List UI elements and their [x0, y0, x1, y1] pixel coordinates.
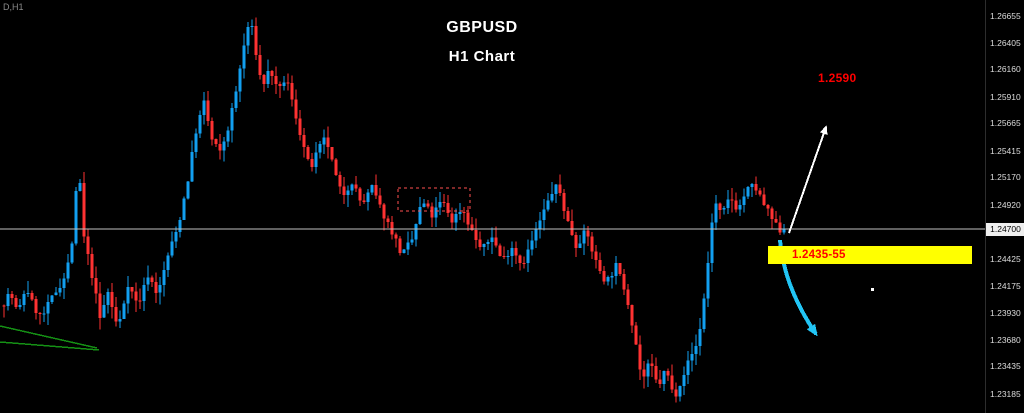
price-axis-label: 1.23185	[990, 389, 1021, 399]
current-price-tag: 1.24700	[986, 223, 1024, 236]
chart-symbol-period-label: D,H1	[3, 2, 24, 12]
up-target-arrow[interactable]	[788, 125, 828, 234]
support-zone-band[interactable]: 1.2435-55	[768, 246, 972, 264]
candlestick-chart-area[interactable]	[0, 0, 985, 413]
price-axis-label: 1.25415	[990, 146, 1021, 156]
chart-title-symbol: GBPUSD	[446, 19, 518, 36]
price-axis-label: 1.25170	[990, 172, 1021, 182]
price-axis-label: 1.25665	[990, 118, 1021, 128]
price-axis-label: 1.24425	[990, 254, 1021, 264]
price-axis-label: 1.26160	[990, 64, 1021, 74]
price-axis-label: 1.26655	[990, 11, 1021, 21]
price-axis-label: 1.23930	[990, 308, 1021, 318]
price-axis-label: 1.24920	[990, 200, 1021, 210]
target-price-label: 1.2590	[818, 71, 857, 85]
trendline[interactable]	[0, 325, 98, 349]
price-axis-label: 1.25910	[990, 92, 1021, 102]
price-axis-label: 1.24175	[990, 281, 1021, 291]
price-axis[interactable]: 1.26655 1.26405 1.26160 1.25910 1.25665 1.254…	[985, 0, 1024, 413]
chart-title: GBPUSD H1 Chart	[392, 19, 572, 65]
support-zone-label: 1.2435-55	[792, 249, 846, 261]
chart-title-timeframe: H1 Chart	[448, 48, 516, 65]
marker-dot	[871, 288, 874, 291]
price-axis-label: 1.23435	[990, 361, 1021, 371]
candlestick-chart[interactable]	[0, 0, 985, 413]
price-axis-label: 1.26405	[990, 38, 1021, 48]
trendline[interactable]	[0, 341, 100, 351]
consolidation-box[interactable]	[397, 187, 471, 212]
price-axis-label: 1.23680	[990, 335, 1021, 345]
candles	[2, 17, 786, 403]
